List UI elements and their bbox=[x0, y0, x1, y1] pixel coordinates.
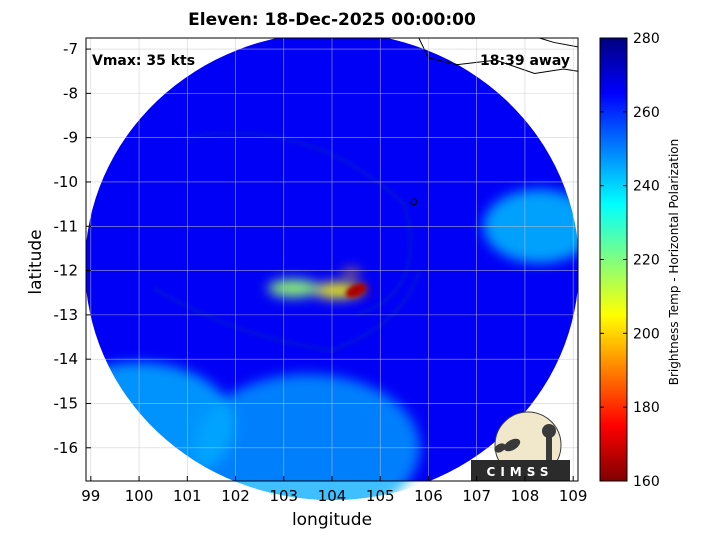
y-tick-label: -8 bbox=[63, 84, 78, 102]
x-tick-label: 109 bbox=[559, 487, 588, 505]
colorbar-label: Brightness Temp - Horizontal Polarizatio… bbox=[667, 138, 681, 386]
colorbar-tick-label: 220 bbox=[633, 253, 660, 269]
y-tick-label: -16 bbox=[54, 439, 79, 457]
x-tick-label: 99 bbox=[81, 487, 100, 505]
logo-text: CIMSS bbox=[487, 465, 554, 479]
spiral-band bbox=[187, 131, 412, 317]
swath-feature bbox=[342, 269, 360, 277]
colorbar-tick-label: 200 bbox=[633, 326, 660, 342]
colorbar-tick-label: 160 bbox=[633, 474, 660, 490]
logo-bar bbox=[471, 460, 570, 481]
y-tick-label: -13 bbox=[54, 306, 79, 324]
y-tick-label: -14 bbox=[54, 350, 79, 368]
x-tick-label: 105 bbox=[366, 487, 395, 505]
chart-title: Eleven: 18-Dec-2025 00:00:00 bbox=[188, 10, 476, 30]
colorbar-tick-label: 180 bbox=[633, 400, 660, 416]
y-tick-label: -12 bbox=[54, 262, 79, 280]
colorbar bbox=[599, 37, 628, 482]
colorbar-tick-label: 240 bbox=[633, 179, 660, 195]
y-tick-label: -15 bbox=[54, 394, 79, 412]
logo-dish bbox=[503, 438, 521, 452]
y-tick-label: -10 bbox=[54, 173, 79, 191]
x-axis-label: longitude bbox=[291, 510, 373, 530]
y-axis-label: latitude bbox=[26, 229, 46, 295]
y-tick-label: -7 bbox=[63, 40, 78, 58]
colorbar-ticks: 280 260 240 220 200 180 160 bbox=[600, 31, 660, 490]
y-tick-label: -9 bbox=[63, 129, 78, 147]
x-tick-label: 104 bbox=[318, 487, 347, 505]
y-tick-label: -11 bbox=[54, 217, 79, 235]
x-tick-label: 101 bbox=[173, 487, 202, 505]
swath-feature bbox=[267, 279, 320, 298]
logo-tower-tank bbox=[542, 424, 556, 438]
x-tick-label: 106 bbox=[414, 487, 443, 505]
cimss-logo: CIMSS bbox=[471, 411, 570, 481]
logo-tower bbox=[546, 436, 552, 460]
x-tick-label: 108 bbox=[511, 487, 540, 505]
x-tick-label: 107 bbox=[462, 487, 491, 505]
colorbar-tick-label: 280 bbox=[633, 31, 660, 47]
time-away-annotation: 18:39 away bbox=[480, 53, 570, 69]
x-tick-label: 100 bbox=[125, 487, 154, 505]
y-axis: -7 -8 -9 -10 -11 -12 -13 -14 -15 -16 bbox=[54, 40, 91, 457]
x-tick-label: 102 bbox=[221, 487, 250, 505]
gridlines bbox=[86, 38, 578, 481]
eyewall-core bbox=[345, 283, 367, 298]
colorbar-tick-label: 260 bbox=[633, 105, 660, 121]
island bbox=[410, 198, 418, 206]
logo-dish bbox=[494, 443, 506, 453]
x-tick-label: 103 bbox=[269, 487, 298, 505]
x-axis: 99 100 101 102 103 104 105 106 107 108 109 bbox=[81, 476, 587, 505]
vmax-annotation: Vmax: 35 kts bbox=[92, 53, 196, 69]
